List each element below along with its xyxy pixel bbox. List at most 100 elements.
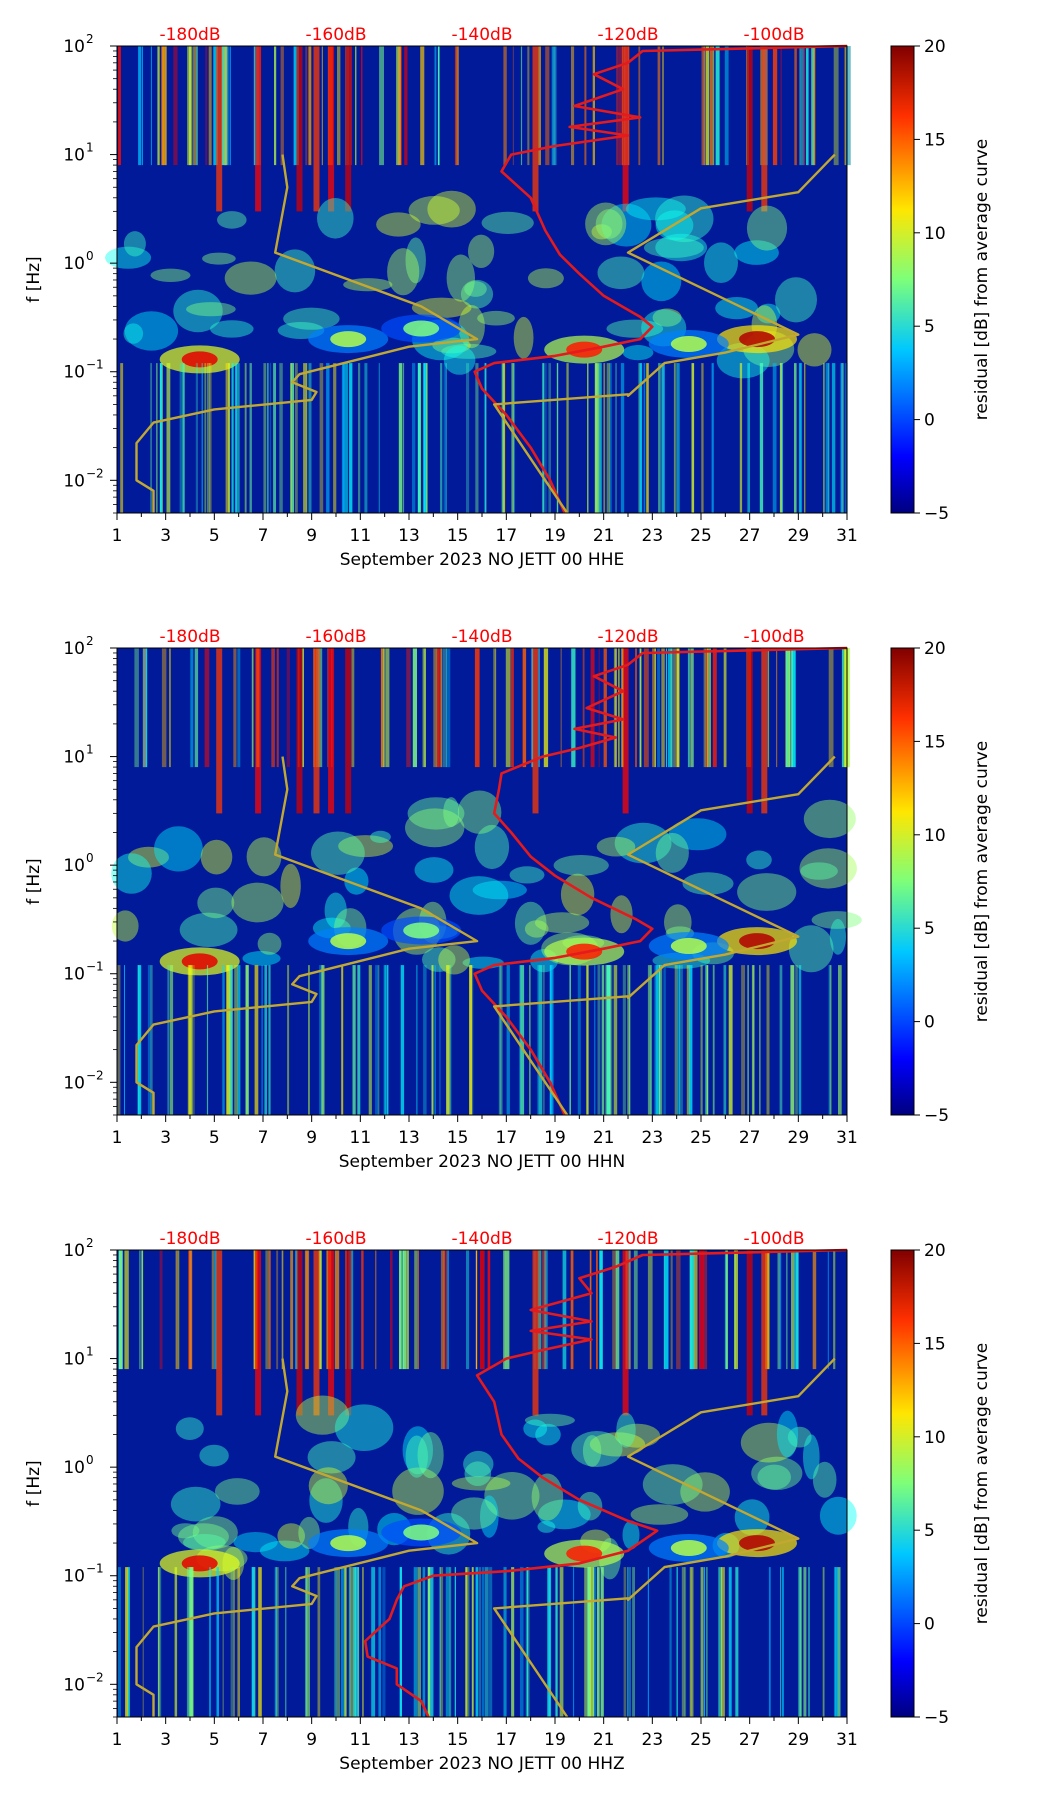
heatmap-cell	[147, 965, 152, 1115]
heatmap-cell	[309, 1478, 343, 1523]
heatmap-cell	[562, 1250, 567, 1370]
heatmap-cell	[618, 46, 623, 166]
heatmap-cell	[639, 363, 643, 513]
heatmap-cell	[246, 837, 282, 877]
heatmap-cell	[688, 965, 693, 1115]
heatmap-cell	[446, 1250, 449, 1370]
heatmap-cell	[616, 46, 619, 166]
spectrogram-heatmap	[111, 648, 862, 1115]
heatmap-cell	[523, 1419, 548, 1438]
heatmap-cell	[231, 363, 234, 513]
heatmap-cell	[670, 938, 707, 954]
heatmap-cell	[746, 648, 753, 814]
heatmap-cell	[597, 1567, 600, 1717]
heatmap-cell	[190, 648, 194, 768]
heatmap-cell	[501, 363, 504, 513]
heatmap-cell	[412, 648, 417, 768]
heatmap-cell	[767, 648, 770, 768]
heatmap-cell	[829, 965, 831, 1115]
heatmap-cell	[679, 965, 682, 1115]
x-tick-label: 25	[690, 1128, 712, 1148]
x-axis-label: September 2023 NO JETT 00 HHN	[339, 1152, 626, 1172]
heatmap-cell	[341, 363, 345, 513]
x-tick-label: 3	[160, 526, 171, 546]
x-tick-label: 23	[642, 526, 664, 546]
colorbar: 20 15 10 5 0 −5 residual [dB] from average cur…	[890, 1241, 992, 1728]
heatmap-cell	[472, 880, 527, 900]
db-scale-label: -180dB	[159, 627, 220, 647]
heatmap-cell	[665, 648, 667, 768]
heatmap-cell	[642, 1464, 703, 1505]
x-tick-label: 31	[836, 1730, 858, 1750]
heatmap-cell	[706, 1567, 708, 1717]
heatmap-cell	[806, 46, 809, 166]
y-tick-label: 10	[63, 1350, 85, 1370]
heatmap-cell	[233, 648, 237, 768]
heatmap-cell	[739, 363, 743, 513]
heatmap-cell	[705, 648, 708, 768]
heatmap-cell	[629, 1250, 631, 1370]
heatmap-cell	[277, 1523, 306, 1549]
heatmap-cell	[751, 1456, 803, 1491]
x-tick-label: 5	[209, 1730, 220, 1750]
reference-curve	[493, 755, 836, 1116]
heatmap-cell	[195, 363, 198, 513]
heatmap-cell	[141, 46, 143, 166]
heatmap-cell	[551, 46, 557, 166]
heatmap-cell	[535, 1423, 561, 1446]
x-tick-label: 23	[642, 1730, 664, 1750]
heatmap-cell	[474, 824, 510, 870]
heatmap-cell	[687, 648, 690, 768]
heatmap-cell	[427, 1567, 431, 1717]
reference-curve	[135, 756, 479, 1115]
y-tick-label: 10	[63, 1675, 85, 1695]
heatmap-cell	[451, 1476, 511, 1491]
heatmap-cell	[328, 46, 335, 212]
heatmap-cell	[371, 1567, 376, 1717]
heatmap-cell	[304, 1250, 310, 1370]
y-tick-exponent: 1	[86, 743, 94, 757]
x-tick-label: 15	[447, 1730, 469, 1750]
heatmap-cell	[120, 363, 124, 513]
heatmap-cell	[404, 46, 408, 166]
heatmap-cell	[290, 363, 294, 513]
heatmap-cell	[589, 1250, 592, 1370]
heatmap-cell	[654, 965, 658, 1115]
y-tick-exponent: −2	[86, 1068, 104, 1082]
heatmap-cell	[663, 965, 666, 1115]
heatmap-cell	[210, 320, 254, 338]
x-tick-label: 13	[398, 526, 420, 546]
heatmap-cell	[600, 1567, 604, 1717]
heatmap-cell	[670, 1250, 673, 1370]
x-tick-label: 27	[739, 1128, 761, 1148]
heatmap-cell	[677, 363, 680, 513]
heatmap-cell	[443, 797, 460, 828]
heatmap-cell	[844, 46, 846, 166]
heatmap-cell	[249, 363, 252, 513]
heatmap-cell	[484, 1472, 540, 1520]
x-axis: 1 3 5 7 9 11 13 15 17 19 21 23 25 27 29 31	[112, 513, 858, 546]
heatmap-cell	[318, 1250, 322, 1370]
heatmap-cell	[197, 887, 235, 919]
heatmap-cell	[550, 965, 552, 1115]
heatmap-cell	[585, 202, 627, 246]
heatmap-cell	[799, 46, 801, 166]
x-axis-label: September 2023 NO JETT 00 HHZ	[339, 1754, 624, 1774]
heatmap-cell	[449, 876, 509, 915]
heatmap-cell	[682, 965, 683, 1115]
heatmap-cell	[142, 1567, 144, 1717]
heatmap-cell	[827, 1250, 829, 1370]
heatmap-cell	[343, 363, 347, 513]
heatmap-cell	[524, 1413, 575, 1427]
heatmap-cell	[837, 1567, 841, 1717]
heatmap-cell	[548, 363, 551, 513]
heatmap-cell	[831, 363, 836, 513]
heatmap-cell	[627, 965, 631, 1115]
heatmap-cell	[361, 1250, 364, 1370]
heatmap-cell	[597, 256, 645, 290]
heatmap-cell	[209, 1567, 211, 1717]
heatmap-cell	[403, 320, 440, 337]
heatmap-cell	[186, 1567, 190, 1717]
heatmap-cell	[690, 1567, 694, 1717]
heatmap-cell	[532, 648, 539, 814]
